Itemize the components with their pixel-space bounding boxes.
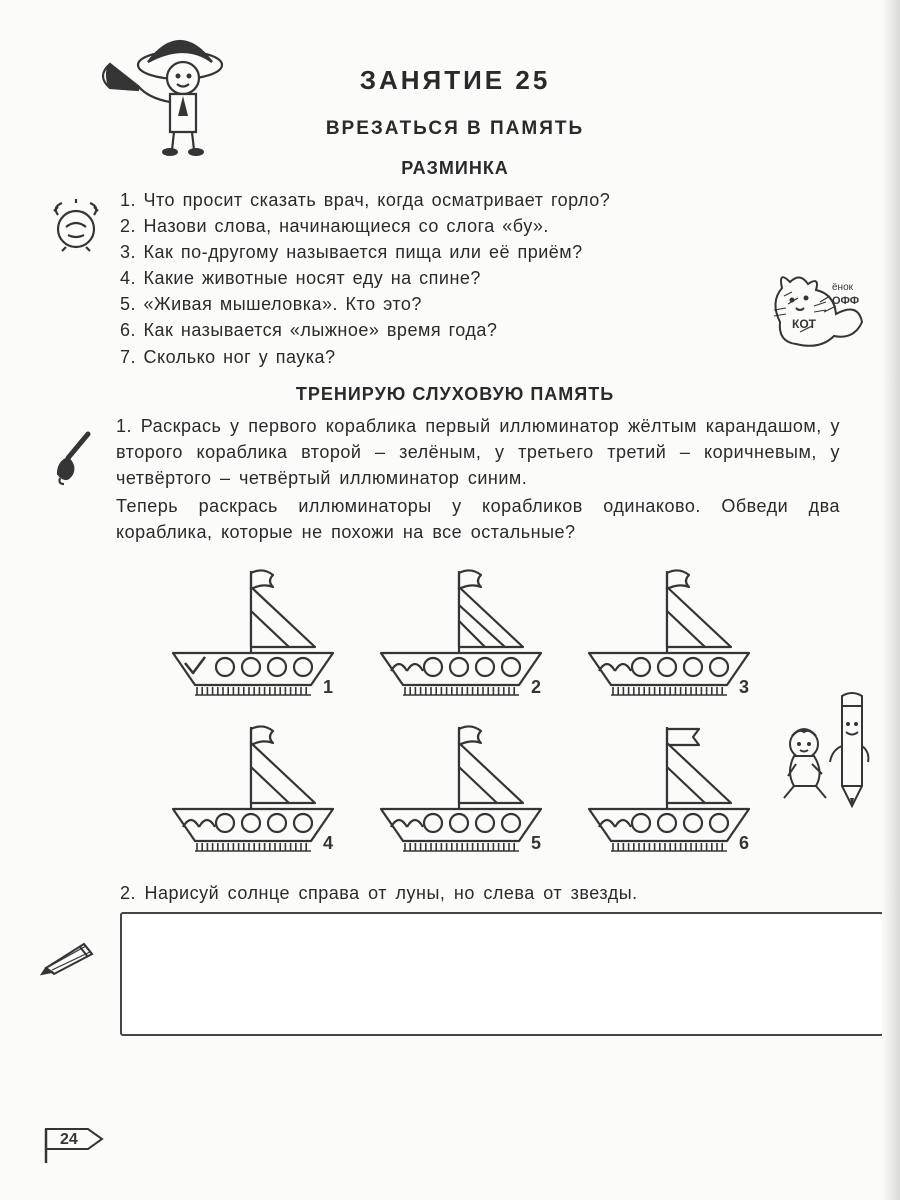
warmup-q: 2. Назови слова, начинающиеся со слога «… (120, 213, 850, 239)
ship-4: 4 (155, 715, 355, 865)
svg-text:5: 5 (531, 833, 541, 853)
page-binding-shadow (882, 0, 900, 1200)
worksheet-page: ёнок ОФФ КОТ (0, 0, 900, 1200)
task1-paragraph1: 1. Раскрась у первого кораблика первый и… (116, 413, 850, 491)
child-megaphone-illustration (90, 20, 230, 160)
cat-illustration: ёнок ОФФ КОТ (760, 262, 870, 354)
svg-text:1: 1 (323, 677, 333, 697)
section-memory-heading: ТРЕНИРУЮ СЛУХОВУЮ ПАМЯТЬ (60, 384, 850, 405)
ships-grid: 1 2 3 4 5 6 (155, 559, 775, 865)
warmup-q: 1. Что просит сказать врач, когда осматр… (120, 187, 850, 213)
warmup-q: 3. Как по-другому называется пища или её… (120, 239, 850, 265)
ship-3: 3 (571, 559, 771, 709)
task1-paragraph2: Теперь раскрась иллюминаторы у кораблико… (116, 493, 850, 545)
ship-2: 2 (363, 559, 563, 709)
boy-pencil-illustration (776, 688, 876, 818)
pencil-icon (40, 938, 98, 976)
cat-label-bottom: КОТ (792, 317, 817, 331)
cat-label-top: ёнок (832, 282, 854, 293)
svg-text:4: 4 (323, 833, 333, 853)
warmup-q: 5. «Живая мышеловка». Кто это? (120, 291, 850, 317)
ship-5: 5 (363, 715, 563, 865)
warmup-question-list: 1. Что просит сказать врач, когда осматр… (120, 187, 850, 370)
ship-1: 1 (155, 559, 355, 709)
section-warmup-heading: РАЗМИНКА (60, 158, 850, 179)
warmup-q: 4. Какие животные носят еду на спине? (120, 265, 850, 291)
drawing-box (120, 912, 884, 1036)
svg-text:3: 3 (739, 677, 749, 697)
paintbrush-icon (48, 428, 98, 488)
task2-text: 2. Нарисуй солнце справа от луны, но сле… (120, 883, 850, 904)
cat-label-mid: ОФФ (832, 295, 859, 307)
svg-text:2: 2 (531, 677, 541, 697)
page-number: 24 (60, 1131, 78, 1148)
page-number-flag: 24 (42, 1123, 106, 1170)
warmup-q: 6. Как называется «лыжное» время года? (120, 317, 850, 343)
ship-6: 6 (571, 715, 771, 865)
svg-text:6: 6 (739, 833, 749, 853)
warmup-q: 7. Сколько ног у паука? (120, 344, 850, 370)
alarm-clock-icon (48, 197, 104, 253)
